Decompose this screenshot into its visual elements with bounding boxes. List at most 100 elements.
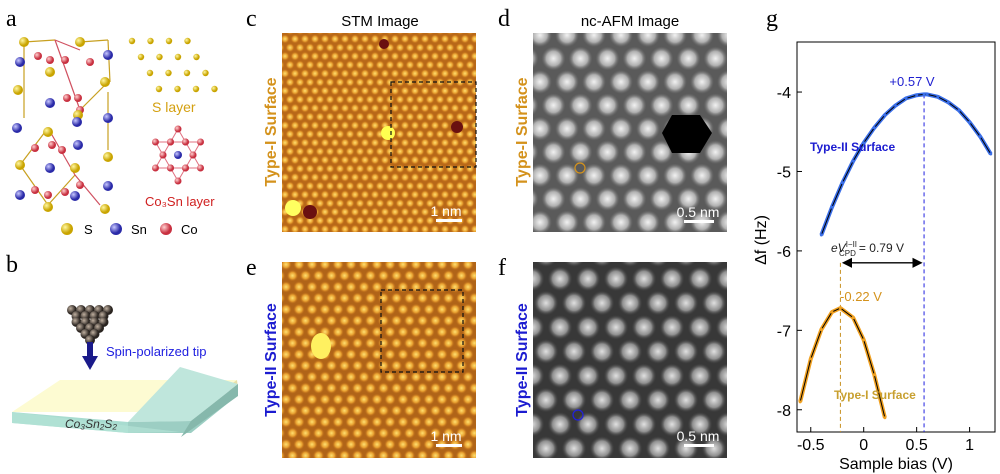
kpfm-chart: -0.5 0 0.5 1 -4 -5 -6 -7 -8 Sample bias (V) Δf (… (753, 41, 996, 473)
bond (19, 164, 49, 206)
s-atom (165, 69, 172, 77)
x-tick-label: 0.5 (906, 437, 928, 454)
co-atom (34, 52, 42, 60)
co-atom (46, 56, 54, 64)
y-tick-label: -6 (777, 244, 791, 261)
data-point (925, 92, 929, 96)
x-axis-label: Sample bias (V) (839, 456, 953, 473)
co-atom (189, 151, 197, 159)
data-point (915, 93, 919, 97)
data-point (968, 120, 972, 124)
s-atom (202, 69, 209, 77)
series-label-type1: Type-I Surface (834, 388, 916, 402)
s-atom (192, 85, 200, 93)
scale-bar (684, 444, 714, 447)
panel-label-a: a (6, 6, 17, 32)
crystal-label: Co₃Sn₂S₂ (65, 417, 117, 431)
panel-label-c: c (246, 6, 257, 32)
s-atom (147, 37, 154, 45)
y-axis-label: Δf (Hz) (753, 215, 770, 265)
data-point (819, 328, 823, 332)
afm-image-type2: 0.5 nm (533, 262, 727, 458)
scale-bar-label: 0.5 nm (677, 204, 720, 220)
co3sn-layer-label: Co₃Sn layer (145, 194, 215, 209)
co-atom (58, 146, 66, 154)
cpd-label: eVI−II CPD = 0.79 V (831, 240, 904, 258)
s-atom (174, 53, 182, 61)
s-atom (174, 85, 181, 93)
sn-atom (45, 98, 55, 108)
kagome-bond (154, 128, 202, 169)
sn-atom (72, 117, 82, 127)
co-atom (151, 164, 159, 172)
series-label-type2: Type-II Surface (810, 140, 895, 154)
s-atom (128, 37, 136, 45)
tip-label: Spin-polarized tip (106, 344, 206, 359)
s-atom (19, 37, 29, 47)
bond (47, 174, 76, 206)
s-atom (43, 202, 53, 212)
panel-label-d: d (498, 6, 510, 32)
legend-sn: Sn (131, 222, 147, 237)
data-point (838, 306, 842, 310)
co-atom (48, 141, 56, 149)
cpd-sub: CPD (839, 249, 856, 258)
data-point (893, 104, 897, 108)
s-atom (13, 85, 23, 95)
data-point (862, 141, 866, 145)
scale-bar (436, 219, 462, 222)
data-point (819, 233, 823, 237)
data-point (922, 92, 926, 96)
data-point (851, 159, 855, 163)
data-point (883, 113, 887, 117)
co-atom (61, 188, 69, 196)
sn-atom (12, 123, 22, 133)
s-atom (146, 69, 154, 77)
x-tick-label: 0 (859, 437, 868, 454)
s-atom (70, 163, 80, 173)
peak-label-type1: -0.22 V (840, 289, 882, 304)
s-atom-icon (61, 223, 73, 235)
cpd-annotation: eVI−II CPD = 0.79 V (831, 240, 923, 269)
sn-atom (45, 163, 55, 173)
data-point (946, 100, 950, 104)
sn-atom (15, 190, 25, 200)
sn-atom (73, 140, 83, 150)
data-point (872, 373, 876, 377)
y-tick-label: -8 (777, 403, 791, 420)
data-point (862, 338, 866, 342)
panel-label-g: g (766, 6, 778, 32)
tip-arrow-icon (82, 342, 98, 370)
legend-co: Co (181, 222, 198, 237)
s-atom (103, 152, 113, 162)
cpd-value: = 0.79 V (859, 241, 904, 255)
row-label-type1-afm: Type-I Surface (514, 77, 531, 186)
y-tick-label: -7 (777, 323, 791, 340)
y-tick-label: -5 (777, 164, 791, 181)
data-point (904, 96, 908, 100)
s-layer-diagram (128, 37, 218, 93)
data-point (978, 135, 982, 139)
s-layer-label: S layer (152, 99, 196, 115)
co-atom (151, 138, 159, 146)
y-tick-label: -4 (777, 85, 791, 102)
scale-bar-label: 1 nm (430, 428, 461, 444)
zoom-region-box (390, 81, 477, 168)
row-label-type1-stm: Type-I Surface (263, 77, 280, 186)
plot-frame (796, 41, 996, 433)
crystal-structure-diagram (12, 37, 113, 214)
cpd-sup: I−II (846, 240, 857, 249)
data-series-type2 (819, 92, 993, 236)
x-tick-label: -0.5 (797, 437, 825, 454)
legend-s: S (84, 222, 93, 237)
sn-atom-icon (110, 223, 122, 235)
sample-slab (12, 367, 238, 437)
sn-atom (103, 50, 113, 60)
s-atom (156, 53, 163, 61)
co-atom (166, 138, 174, 146)
bond (107, 39, 111, 83)
co-atom (197, 164, 205, 172)
s-atom (137, 53, 145, 61)
data-point (841, 181, 845, 185)
